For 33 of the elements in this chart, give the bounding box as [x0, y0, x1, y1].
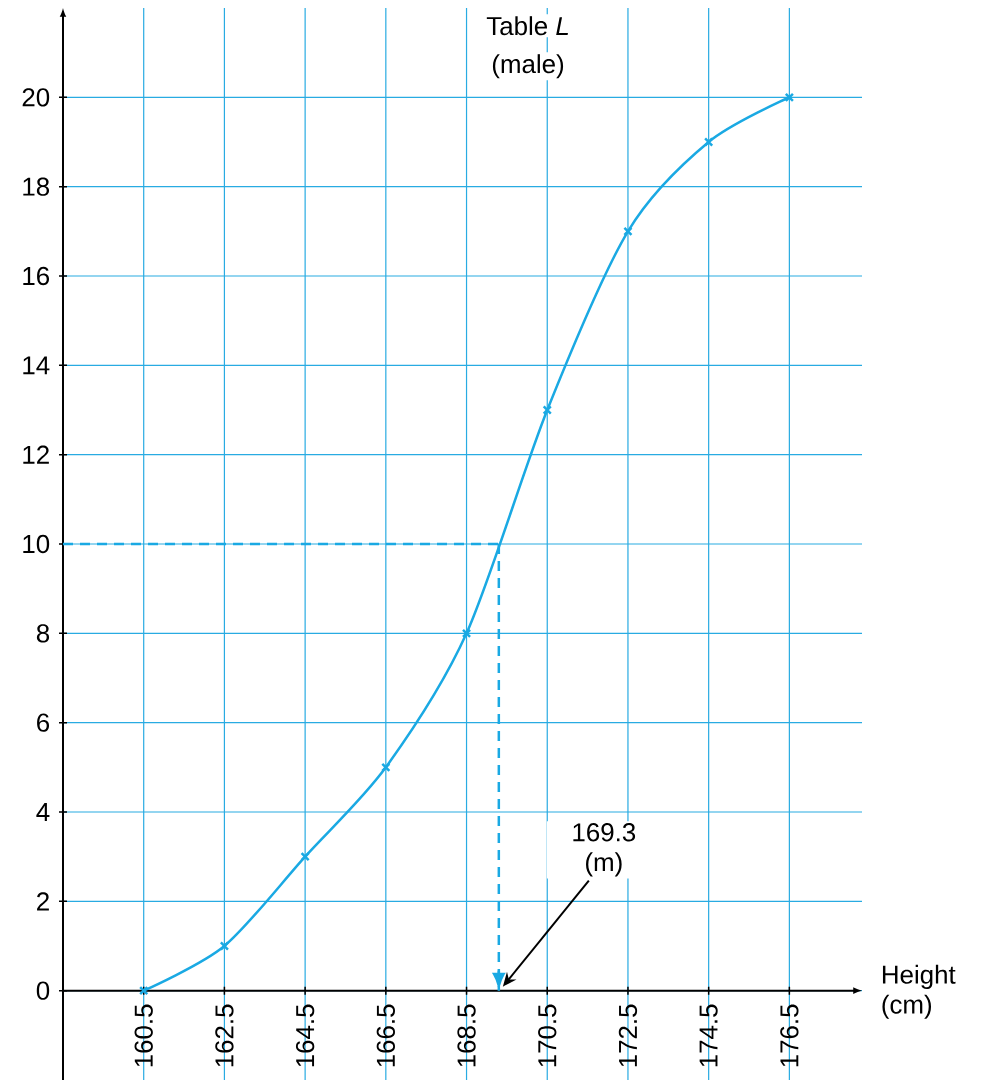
point — [300, 851, 310, 862]
annotation: 169.3 (m) — [573, 823, 635, 877]
x-tick-label: 176.5 — [779, 1004, 799, 1067]
x-tick-label: 174.5 — [699, 1004, 718, 1067]
x-axis-title: Height (cm) — [882, 964, 956, 1019]
x-tick-label: 172.5 — [618, 1004, 637, 1067]
x-tick-label: 164.5 — [295, 1004, 315, 1067]
x-tick-label: 168.5 — [457, 1004, 476, 1067]
x-tick-label: 170.5 — [537, 1004, 557, 1067]
point — [703, 137, 714, 147]
y-tick-label: 16 — [23, 266, 49, 286]
x-tick-label: 162.5 — [215, 1004, 234, 1067]
y-tick-label: 20 — [22, 88, 49, 107]
point — [461, 628, 472, 639]
y-tick-label: 0 — [36, 981, 49, 1000]
point — [380, 762, 391, 773]
point — [542, 405, 552, 415]
x-tick-label: 160.5 — [134, 1004, 153, 1067]
y-tick-label: 4 — [36, 803, 50, 821]
y-tick-label: 8 — [36, 624, 49, 643]
point — [138, 985, 149, 996]
y-tick-label: 6 — [36, 713, 49, 732]
point — [622, 226, 633, 237]
y-tick-label: 12 — [23, 445, 49, 464]
chart-title: Table L — [486, 16, 568, 36]
y-tick-label: 2 — [36, 892, 49, 911]
point — [219, 941, 229, 951]
text: (male) — [492, 54, 563, 79]
x-tick-label: 166.5 — [376, 1004, 395, 1067]
y-tick-label: 18 — [23, 177, 49, 196]
point — [784, 92, 794, 103]
y-tick-label: 10 — [23, 534, 49, 554]
y-tick-label: 14 — [23, 356, 50, 375]
